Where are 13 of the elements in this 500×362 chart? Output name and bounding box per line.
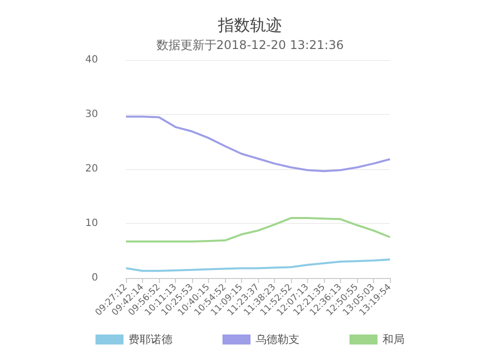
legend-label: 费耶诺德	[128, 333, 172, 346]
line-series	[125, 217, 391, 242]
y-tick-label: 40	[85, 54, 98, 66]
legend-label: 和局	[382, 333, 404, 346]
y-tick-label: 10	[85, 218, 98, 229]
legend-label: 乌德勒支	[256, 333, 300, 346]
line-series	[125, 116, 391, 172]
chart-subtitle: 数据更新于2018-12-20 13:21:36	[156, 38, 344, 52]
y-tick-label: 0	[92, 272, 98, 284]
y-tick-label: 30	[85, 109, 98, 120]
chart-title: 指数轨迹	[217, 16, 282, 34]
line-series	[125, 258, 391, 272]
y-tick-label: 20	[85, 164, 98, 174]
